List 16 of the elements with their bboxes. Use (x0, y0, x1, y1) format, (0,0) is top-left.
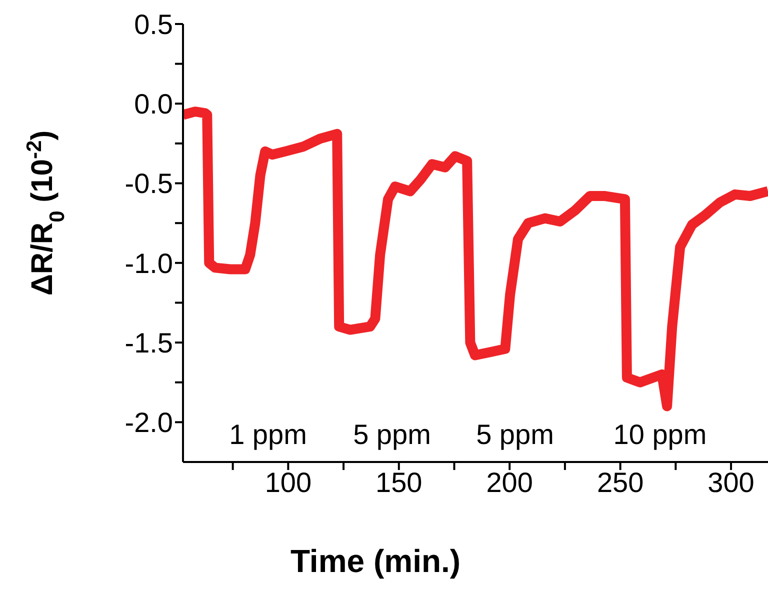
x-tick-label: 250 (596, 466, 644, 498)
x-tick-label: 150 (376, 466, 422, 498)
y-tick-label: -1.0 (124, 248, 173, 279)
x-tick-label: 300 (708, 466, 754, 498)
annotation: 5 ppm (475, 418, 555, 452)
x-tick-label: 200 (486, 466, 533, 498)
x-tick-label: 100 (264, 466, 312, 498)
annotation: 5 ppm (352, 418, 432, 452)
y-tick-label: -1.5 (124, 327, 173, 358)
y-tick-label: 0.0 (134, 88, 173, 120)
annotation: 1 ppm (228, 418, 308, 452)
y-tick-label: -2.0 (124, 407, 173, 438)
y-tick-label: 0.5 (134, 8, 173, 40)
annotation: 10 ppm (612, 418, 708, 452)
y-tick-label: -0.5 (124, 168, 173, 200)
x-axis-title: Time (min.) (290, 543, 461, 579)
